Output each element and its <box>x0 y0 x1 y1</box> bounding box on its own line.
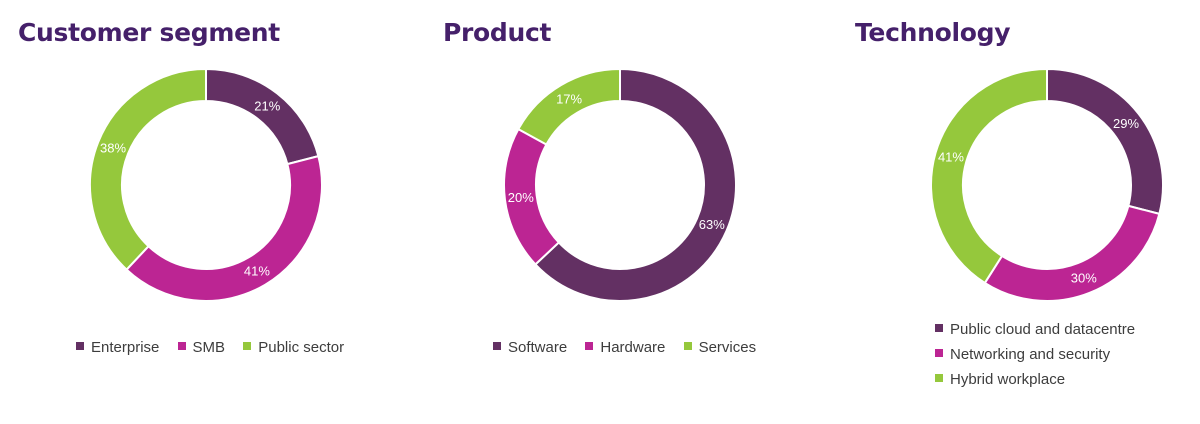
legend-swatch <box>585 342 594 350</box>
legend-label: Public sector <box>258 339 345 356</box>
legend-swatch <box>76 342 84 350</box>
donut-slice-services <box>516 67 621 146</box>
legend-label: SMB <box>192 339 226 356</box>
legend-swatch <box>935 374 943 382</box>
legend-label: Hardware <box>600 339 666 356</box>
chart-title: Technology <box>855 18 1011 47</box>
legend-swatch <box>683 342 692 350</box>
legend-label: Networking and security <box>950 346 1111 363</box>
legend-swatch <box>493 342 501 350</box>
legend-swatch <box>177 342 186 350</box>
chart-title: Product <box>443 18 552 47</box>
slice-value-label: 38% <box>100 141 126 156</box>
donut-slice-smb <box>125 154 323 302</box>
slice-value-label: 41% <box>244 264 270 279</box>
slice-value-label: 30% <box>1071 270 1097 285</box>
donut-slice-public-cloud-and-datacentre <box>1046 67 1164 216</box>
legend-label: Hybrid workplace <box>950 371 1066 388</box>
chart-customer-segment: Customer segment 21% 41% 38% Enterprise SM… <box>18 0 398 424</box>
chart-technology: Technology 29% 30% 41% Public cloud and da… <box>855 0 1195 424</box>
legend-label: Software <box>508 339 568 356</box>
donut-chart: 29% 30% 41% <box>930 67 1164 302</box>
legend-item-enterprise: Enterprise <box>76 339 159 356</box>
legend-item-public-sector: Public sector <box>243 339 344 356</box>
legend-item-smb: SMB <box>177 339 226 356</box>
legend-item-software: Software <box>493 339 567 356</box>
donut-slice-public-sector <box>89 67 207 271</box>
legend-item-services: Services <box>683 339 757 356</box>
donut-slice-networking-and-security <box>983 204 1161 302</box>
donut-chart: 21% 41% 38% <box>89 67 323 302</box>
donut-slice-enterprise <box>205 67 320 166</box>
legend-label: Enterprise <box>91 339 160 356</box>
slice-value-label: 63% <box>699 217 725 232</box>
chart-product: Product 63% 20% 17% Software Hardware Serv… <box>443 0 823 424</box>
legend-item-hybrid-workplace: Hybrid workplace <box>935 371 1135 388</box>
legend-label: Public cloud and datacentre <box>950 321 1136 338</box>
legend: Software Hardware Services <box>493 339 770 356</box>
legend-item-public-cloud: Public cloud and datacentre <box>935 321 1135 338</box>
legend: Public cloud and datacentre Networking a… <box>935 321 1135 396</box>
chart-title: Customer segment <box>18 18 280 47</box>
legend-swatch <box>935 349 943 357</box>
slice-value-label: 41% <box>938 150 964 165</box>
slice-value-label: 17% <box>556 91 582 106</box>
legend: Enterprise SMB Public sector <box>76 339 358 356</box>
slice-value-label: 20% <box>508 190 534 205</box>
slice-value-label: 29% <box>1113 116 1139 131</box>
slice-value-label: 21% <box>254 98 280 113</box>
donut-chart: 63% 20% 17% <box>503 67 737 302</box>
legend-item-hardware: Hardware <box>585 339 665 356</box>
donut-slice-hybrid-workplace <box>930 67 1048 285</box>
legend-item-networking: Networking and security <box>935 346 1135 363</box>
legend-swatch <box>935 324 943 332</box>
legend-swatch <box>243 342 252 350</box>
donut-slice-software <box>534 67 737 302</box>
legend-label: Services <box>698 339 757 356</box>
